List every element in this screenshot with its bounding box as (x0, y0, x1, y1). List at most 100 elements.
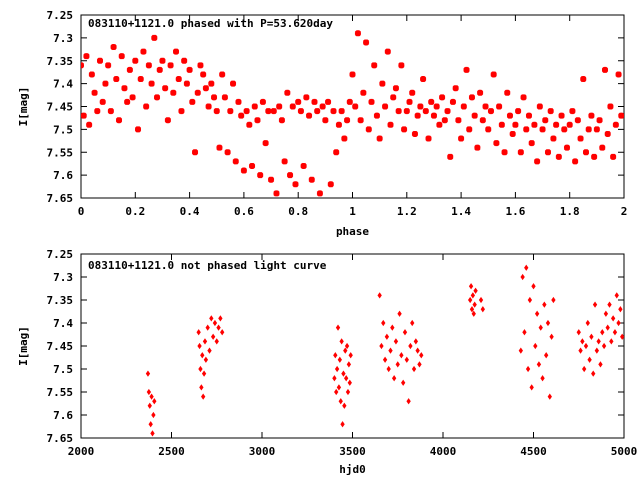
data-point (539, 126, 546, 133)
data-point (395, 107, 402, 115)
data-point (401, 379, 406, 386)
x-tick-label: 0 (78, 205, 85, 218)
data-point (201, 370, 207, 377)
data-point (102, 80, 109, 87)
data-point (538, 324, 543, 331)
data-point (348, 352, 353, 359)
data-point (441, 117, 448, 124)
data-point (371, 62, 378, 69)
plot-title: 083110+1121.0 phased with P=53.620day (88, 17, 333, 30)
data-point (504, 89, 511, 96)
data-point (248, 162, 256, 170)
data-point (214, 338, 219, 345)
data-point (281, 158, 288, 165)
data-point (167, 62, 174, 69)
x-tick-label: 3000 (249, 445, 276, 458)
data-point (189, 98, 196, 106)
y-tick-label: 7.6 (53, 169, 73, 182)
data-point (251, 103, 258, 110)
data-point (524, 264, 529, 271)
data-point (498, 121, 505, 128)
data-point (534, 310, 540, 317)
data-point (408, 342, 413, 350)
data-point (175, 75, 182, 83)
data-point (528, 140, 535, 147)
data-point (376, 135, 383, 142)
data-point (598, 361, 603, 368)
data-point (205, 103, 212, 110)
y-tick-label: 7.4 (53, 317, 73, 330)
data-points (81, 30, 624, 197)
data-point (196, 329, 201, 336)
data-point (603, 310, 609, 317)
data-point (330, 107, 337, 115)
data-point (388, 347, 393, 354)
data-point (420, 75, 427, 83)
data-point (471, 310, 476, 317)
data-point (460, 103, 467, 110)
data-point (333, 352, 338, 359)
data-point (343, 347, 348, 354)
data-point (81, 112, 87, 119)
data-point (467, 296, 473, 304)
data-point (605, 324, 610, 331)
data-point (449, 98, 457, 106)
data-point (593, 126, 600, 133)
data-point (544, 149, 552, 156)
data-point (365, 126, 372, 133)
plot-title: 083110+1121.0 not phased light curve (88, 259, 327, 272)
y-tick-label: 7.35 (47, 294, 74, 307)
data-point (616, 319, 621, 327)
data-point (470, 292, 476, 299)
data-point (577, 135, 584, 142)
data-point (340, 421, 345, 428)
data-point (406, 398, 411, 405)
y-tick-label: 7.6 (53, 409, 73, 422)
x-axis-title: hjd0 (339, 463, 366, 476)
data-point (183, 80, 190, 87)
data-point (472, 301, 477, 308)
y-tick-label: 7.55 (47, 146, 74, 159)
data-point (134, 126, 142, 133)
data-point (265, 107, 272, 115)
data-point (240, 167, 247, 174)
y-tick-label: 7.45 (47, 340, 74, 353)
data-point (395, 361, 400, 368)
data-point (198, 365, 203, 373)
data-point (152, 398, 157, 405)
data-point (430, 112, 438, 119)
data-point (342, 402, 347, 409)
data-point (200, 71, 207, 78)
data-point (463, 66, 470, 73)
data-point (585, 319, 590, 327)
data-point (589, 333, 594, 340)
data-point (83, 53, 90, 60)
data-point (386, 365, 391, 373)
data-point (338, 107, 345, 115)
data-point (436, 121, 443, 128)
data-point (197, 342, 202, 350)
data-point (415, 347, 420, 354)
data-point (273, 190, 280, 197)
data-point (91, 89, 98, 96)
data-point (286, 172, 294, 179)
data-point (574, 117, 581, 124)
data-point (517, 149, 524, 156)
data-point (411, 130, 419, 138)
data-point (338, 398, 343, 405)
y-tick-label: 7.3 (53, 271, 73, 284)
data-point (143, 103, 150, 110)
data-point (308, 176, 315, 183)
data-point (346, 361, 352, 368)
data-point (126, 66, 133, 73)
data-point (482, 103, 489, 110)
data-points (145, 264, 624, 437)
data-point (401, 126, 408, 133)
data-point (164, 117, 171, 124)
data-point (113, 75, 120, 83)
data-point (547, 107, 554, 115)
data-point (561, 126, 568, 133)
data-point (419, 352, 424, 359)
data-point (224, 149, 231, 156)
